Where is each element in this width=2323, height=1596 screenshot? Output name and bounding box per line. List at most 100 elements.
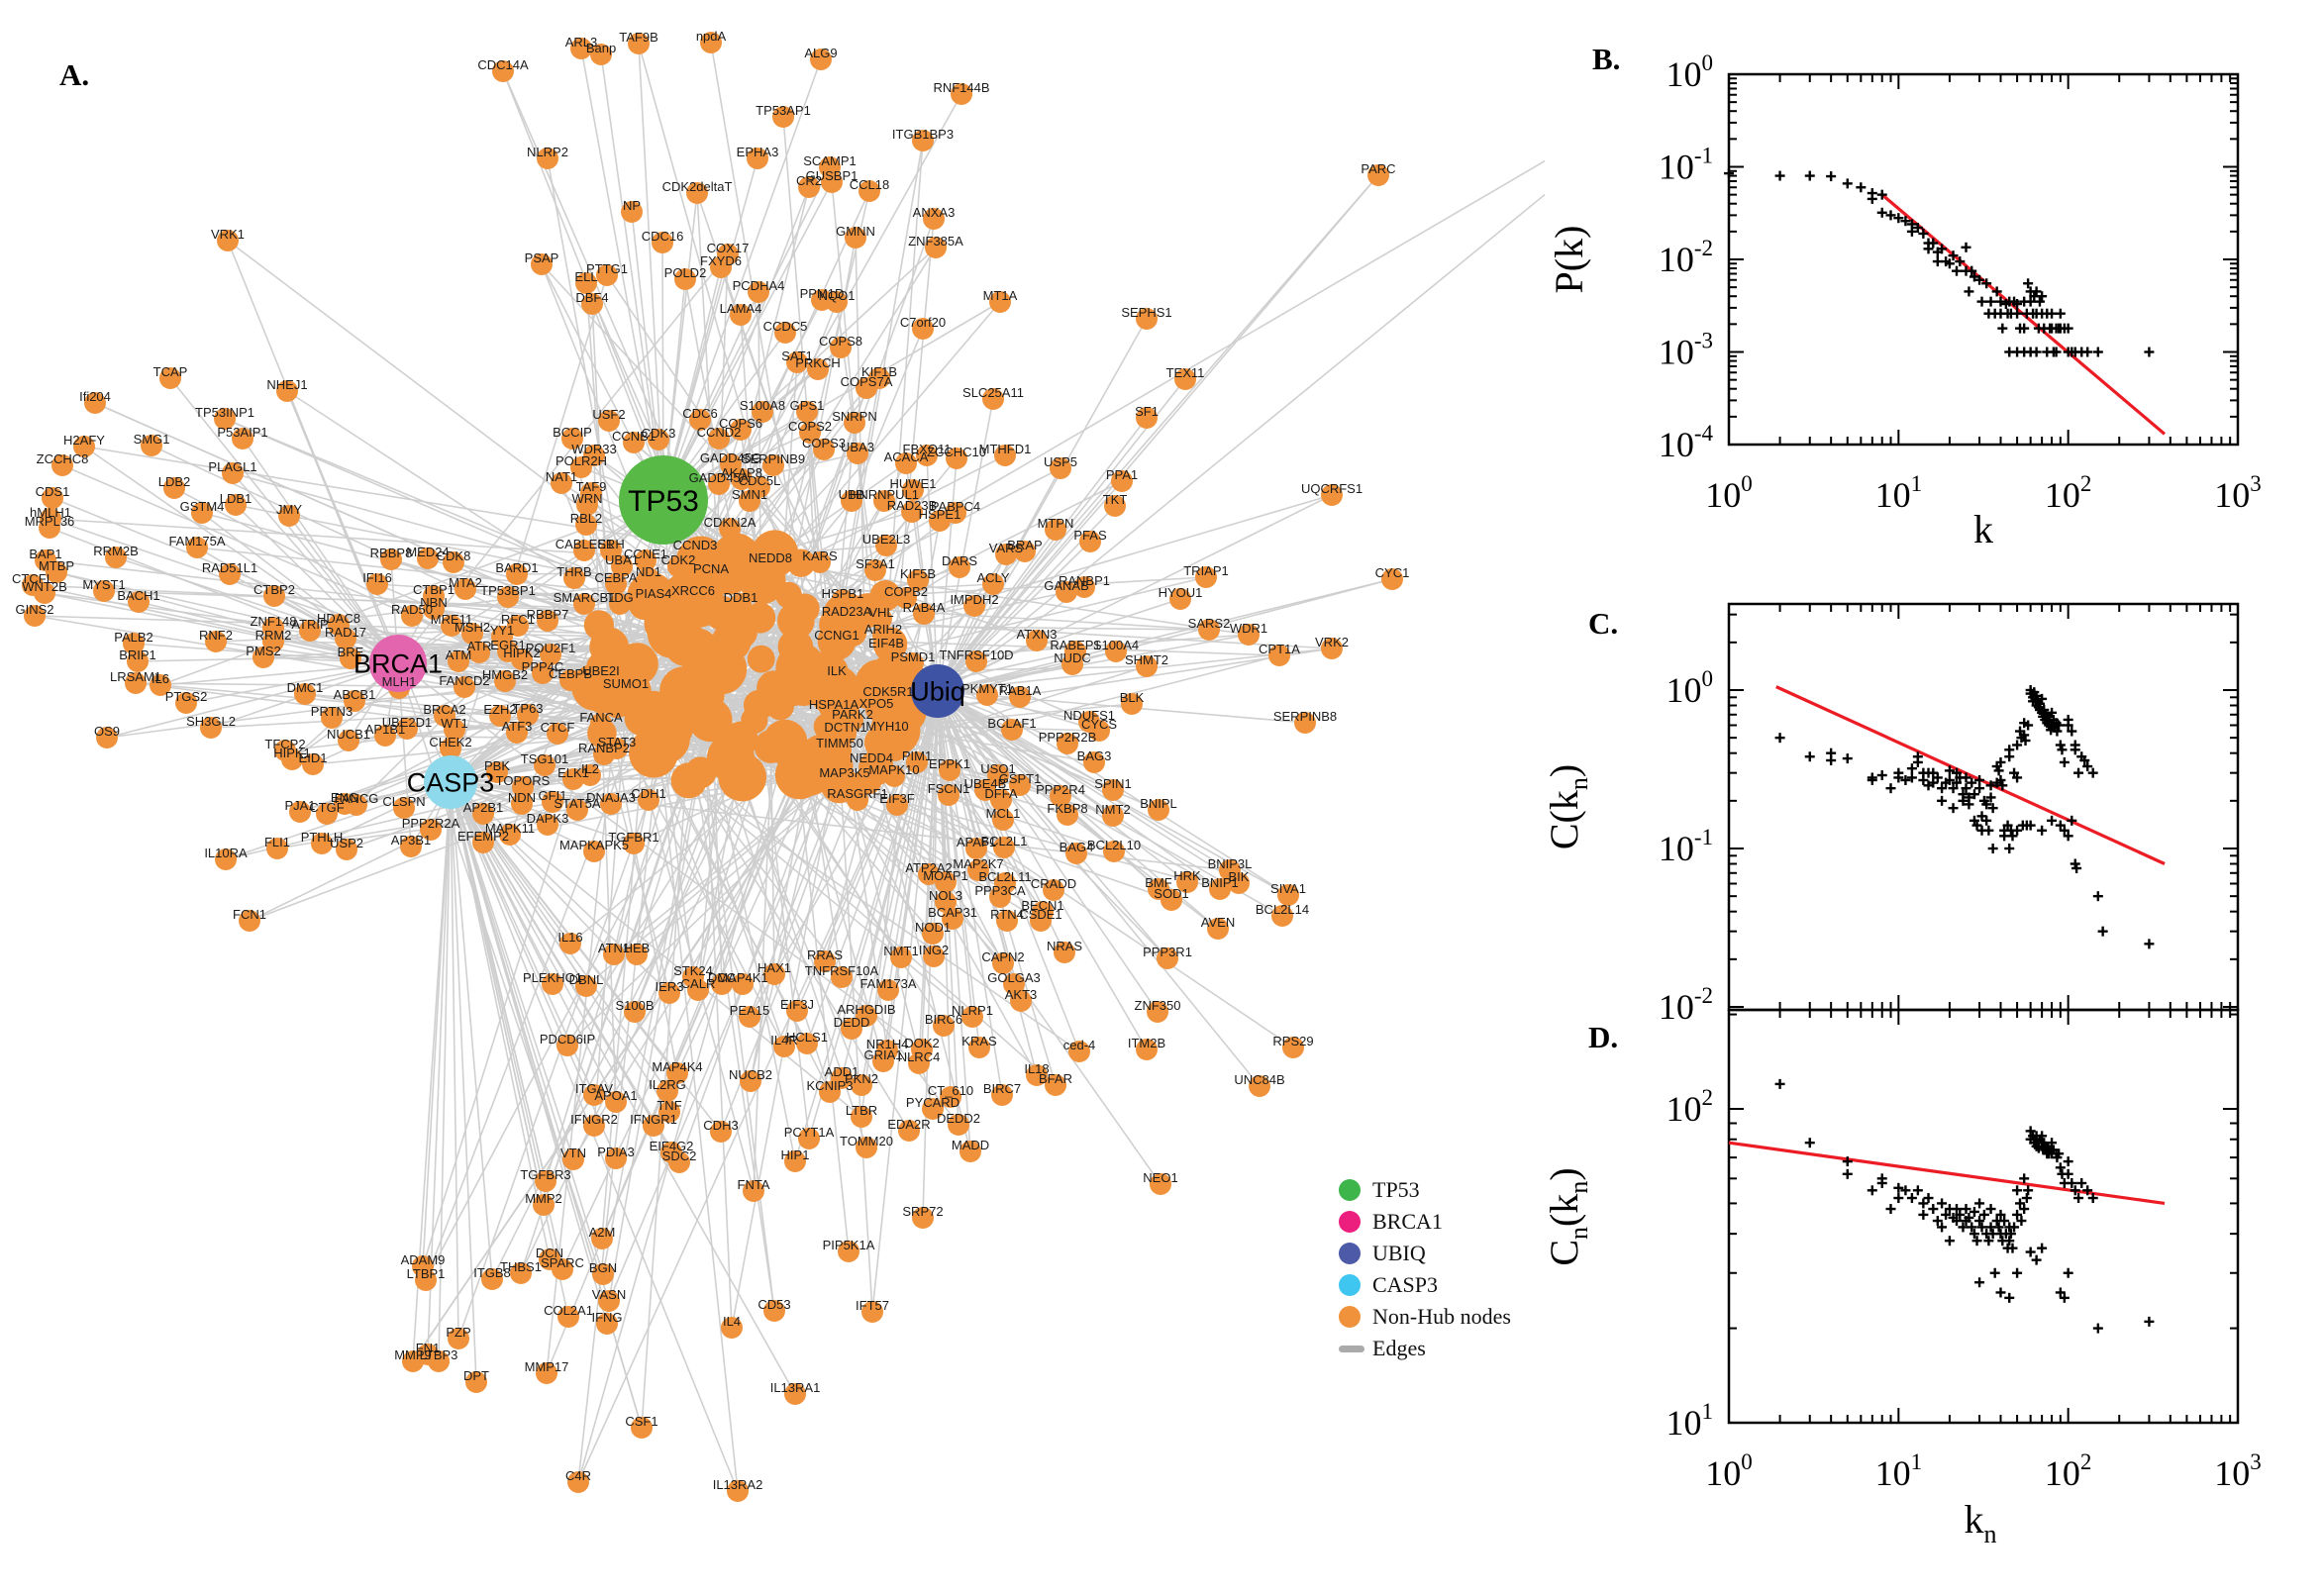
network-node xyxy=(965,838,987,859)
network-node-label: GADD45A xyxy=(689,470,750,485)
plot-frame xyxy=(1727,1008,2240,1425)
tick-label: 10-2 xyxy=(1659,236,1713,279)
network-node xyxy=(374,725,396,747)
network-node-label: BNIP1 xyxy=(1201,875,1239,890)
network-edge xyxy=(450,274,608,783)
network-node xyxy=(938,784,960,806)
network-node-label: UBE2L3 xyxy=(862,532,910,547)
network-node xyxy=(1068,1041,1090,1062)
network-node xyxy=(205,631,227,652)
network-node xyxy=(316,803,338,825)
network-node xyxy=(1102,805,1124,827)
network-node xyxy=(638,789,659,811)
network-node xyxy=(575,514,597,536)
network-node-label: NLRC4 xyxy=(898,1049,941,1064)
network-node xyxy=(727,1480,749,1502)
network-node-label: CDC6 xyxy=(682,406,717,421)
network-node xyxy=(686,182,708,204)
network-node-label: LDB2 xyxy=(158,474,191,489)
network-node xyxy=(1026,630,1048,651)
network-node xyxy=(590,44,612,65)
network-node xyxy=(841,490,862,512)
network-node xyxy=(200,717,222,739)
legend-label: UBIQ xyxy=(1372,1241,1426,1265)
network-node xyxy=(481,1268,503,1290)
network-node xyxy=(916,445,938,466)
network-node-label: WNT2B xyxy=(22,579,67,594)
network-node-label: COPS6 xyxy=(719,416,762,431)
network-node xyxy=(417,1344,439,1365)
network-node xyxy=(596,1313,618,1335)
network-node-label: AVEN xyxy=(1201,915,1235,930)
network-node-label: DEDD xyxy=(834,1015,870,1030)
hub-label-brca1: BRCA1 xyxy=(354,649,443,679)
network-node-label: VRK1 xyxy=(211,227,245,242)
network-node xyxy=(960,1141,981,1162)
network-node-label: TOMM20 xyxy=(840,1134,893,1148)
network-node-label: TGFBR3 xyxy=(520,1167,570,1182)
network-node xyxy=(1207,918,1229,940)
network-node xyxy=(763,963,785,985)
panel-d-label: D. xyxy=(1588,1020,1619,1054)
network-node xyxy=(556,1035,578,1056)
axis-label: k xyxy=(1973,507,1993,551)
network-node-label: BIK xyxy=(1229,869,1250,884)
network-node-label: DBNL xyxy=(569,972,604,987)
network-node xyxy=(774,322,796,344)
network-node-label: NDN xyxy=(508,790,536,805)
network-node-label: EIF3F xyxy=(879,791,914,806)
network-node-label: WDR1 xyxy=(1230,621,1267,636)
network-node xyxy=(583,1115,605,1137)
network-node-label: NEO1 xyxy=(1143,1170,1177,1185)
network-node-label: ATF3 xyxy=(502,719,533,734)
network-node-label: AP1B1 xyxy=(365,722,405,737)
network-node xyxy=(923,208,945,230)
network-node xyxy=(752,401,773,423)
network-node xyxy=(666,1062,688,1084)
network-edge xyxy=(887,690,939,991)
network-edge xyxy=(422,499,664,1267)
network-node xyxy=(441,615,462,637)
network-node-label: RBL2 xyxy=(570,511,603,526)
network-node-label: ITGAV xyxy=(575,1081,613,1096)
network-node xyxy=(1121,693,1143,715)
network-edge xyxy=(450,781,493,1280)
network-node xyxy=(796,401,818,423)
network-node xyxy=(1009,774,1031,796)
network-node xyxy=(982,388,1004,410)
network-node xyxy=(39,517,60,539)
network-node-label: ZNF350 xyxy=(1135,998,1181,1013)
network-node xyxy=(886,794,908,816)
network-node xyxy=(631,1417,653,1439)
network-node-label: IL2RG xyxy=(649,1077,686,1092)
network-node xyxy=(579,764,601,786)
network-node xyxy=(949,556,970,578)
network-node-label: BAP1 xyxy=(29,547,61,561)
network-node-label: PPP2R4 xyxy=(1036,782,1085,797)
network-node xyxy=(912,130,934,151)
network-node-label: ZCCHC8 xyxy=(37,451,89,466)
network-node-label: MAP2K7 xyxy=(953,856,1003,871)
network-node-label: CABLES1 xyxy=(556,537,614,551)
network-node-label: PPP3CA xyxy=(974,883,1026,898)
network-node xyxy=(448,1328,469,1349)
network-node-label: ARIH2 xyxy=(864,622,902,637)
network-node-label: CDK3 xyxy=(642,426,676,441)
network-node-label: AKAP8 xyxy=(721,465,762,480)
network-node xyxy=(551,472,572,494)
network-node xyxy=(834,768,856,790)
network-node xyxy=(912,1207,934,1229)
network-node-label: PCYT1A xyxy=(784,1125,835,1140)
network-node xyxy=(844,412,865,434)
network-node xyxy=(583,1084,605,1106)
network-node xyxy=(472,832,494,853)
network-edge xyxy=(937,398,994,692)
network-node xyxy=(401,605,423,627)
network-node xyxy=(535,1170,556,1192)
network-node-label: SIVA1 xyxy=(1270,881,1306,896)
network-node-label: BNIP3L xyxy=(1208,856,1253,871)
network-node-label: PIAS4 xyxy=(636,586,672,601)
network-node-label: IER3 xyxy=(656,979,684,994)
network-node-label: GFI1 xyxy=(539,788,567,803)
